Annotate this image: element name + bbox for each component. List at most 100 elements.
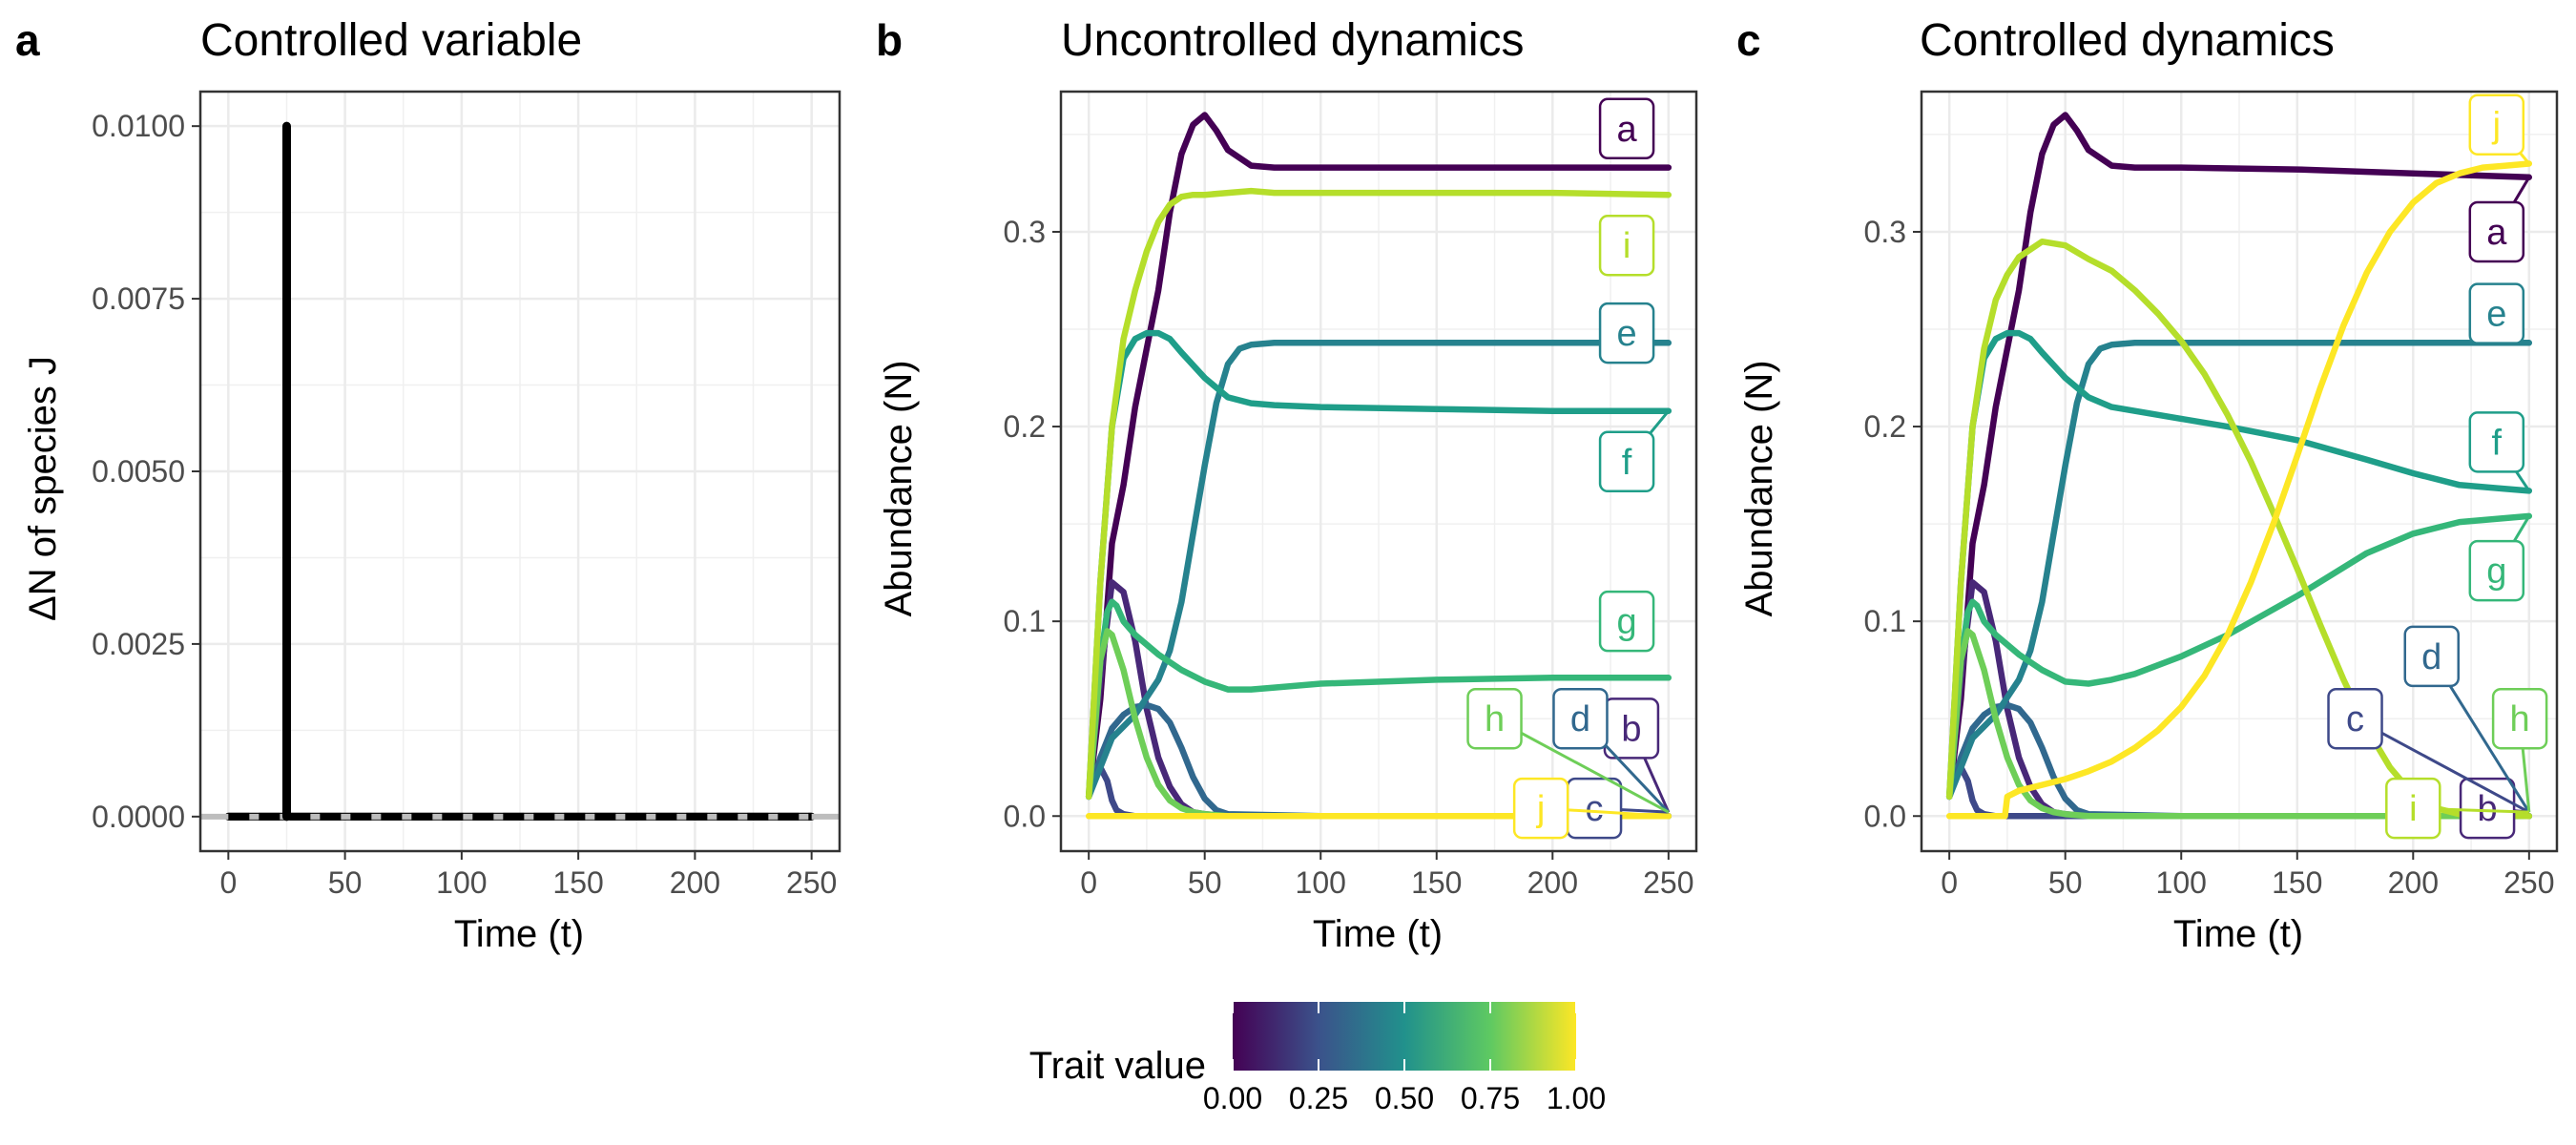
x-tick-label: 50 <box>1188 865 1222 900</box>
x-axis-title-c: Time (t) <box>2173 913 2303 955</box>
series-line-h <box>1945 628 2533 820</box>
plot-border <box>1920 90 2559 853</box>
x-tick-label: 250 <box>2503 865 2554 900</box>
plot-area-c: 0 50 100 150 200 250 0.0 0.1 0.2 0.3 a b c d e f g h i j <box>1864 90 2559 900</box>
series-label-a: a <box>1617 110 1638 150</box>
colorbar-tick-label: 0.50 <box>1375 1081 1434 1115</box>
series-label-box-i <box>2385 777 2441 840</box>
y-tick-label: 0.3 <box>1864 215 1906 249</box>
panel-title-b: Uncontrolled dynamics <box>1061 15 1525 66</box>
y-tick-label: 0.0025 <box>92 627 185 661</box>
x-tick-label: 150 <box>1411 865 1462 900</box>
y-axis-title-a: ΔN of species J <box>22 356 64 621</box>
y-tick-label: 0.2 <box>1004 409 1046 444</box>
x-tick-label: 0 <box>1941 865 1958 900</box>
x-tick-label: 50 <box>328 865 363 900</box>
panel-c: c Controlled dynamics 0 50 100 150 200 250 0.0… <box>1736 15 2559 955</box>
series-line-j <box>1945 160 2533 820</box>
series-label-box-j <box>1512 777 1569 840</box>
series-label-box-e <box>1598 302 1655 364</box>
x-tick-label: 100 <box>1296 865 1346 900</box>
series-label-a: a <box>2486 213 2507 253</box>
series-label-box-f <box>2468 411 2525 473</box>
x-tick-label: 0 <box>1080 865 1097 900</box>
panel-title-c: Controlled dynamics <box>1920 15 2335 66</box>
series-line-a <box>1085 112 1672 801</box>
panel-a: a Controlled variable 0 50 100 150 200 250 0.0… <box>15 15 841 955</box>
series-label-f: f <box>2492 423 2503 463</box>
series-label-leader-h <box>1493 717 1670 814</box>
series-line-a <box>1945 112 2533 801</box>
x-tick-label: 200 <box>1527 865 1578 900</box>
series-label-box-e <box>2468 282 2525 344</box>
series-label-i: i <box>1623 226 1631 266</box>
x-tick-label: 200 <box>2388 865 2439 900</box>
series-line-f <box>1945 329 2533 801</box>
series-label-leader-c <box>2354 717 2530 814</box>
y-axis-title-b: Abundance (N) <box>878 360 920 616</box>
series-label-box-d <box>1552 687 1609 750</box>
series-label-d: d <box>1570 699 1590 739</box>
y-tick-label: 0.0 <box>1864 799 1906 833</box>
series-label-b: b <box>2478 789 2498 829</box>
series-label-j: j <box>2492 106 2501 146</box>
series-line-e <box>1945 340 2533 801</box>
y-tick-label: 0.0050 <box>92 454 185 489</box>
series-line-e <box>1085 340 1672 801</box>
colorbar-legend: Trait value 0.00 0.25 0.50 0.75 1.00 <box>1029 1002 1606 1115</box>
colorbar-tick-label: 0.25 <box>1289 1081 1348 1115</box>
x-tick-label: 250 <box>786 865 837 900</box>
panel-letter-b: b <box>876 15 903 65</box>
series-label-f: f <box>1622 443 1632 483</box>
series-label-e: e <box>2486 295 2506 335</box>
panel-b: b Uncontrolled dynamics 0 50 100 150 200 2500… <box>876 15 1698 955</box>
series-label-box-d <box>2403 625 2460 688</box>
x-tick-label: 250 <box>1643 865 1693 900</box>
series-label-i: i <box>2409 789 2417 829</box>
colorbar-title: Trait value <box>1029 1045 1206 1087</box>
series-label-box-g <box>2468 539 2525 602</box>
x-tick-label: 150 <box>2272 865 2322 900</box>
series-label-j: j <box>1536 789 1545 829</box>
panel-title-a: Controlled variable <box>200 15 582 66</box>
y-tick-label: 0.3 <box>1004 215 1046 249</box>
y-tick-label: 0.0075 <box>92 281 185 316</box>
plot-area-a: 0 50 100 150 200 250 0.0000 0.0025 0.0050 0.0075 0… <box>92 90 841 900</box>
panel-letter-c: c <box>1736 15 1761 65</box>
series-label-box-c <box>2327 687 2383 750</box>
series-label-c: c <box>1586 789 1604 829</box>
series-label-g: g <box>2486 552 2506 592</box>
series-label-g: g <box>1617 602 1637 642</box>
plot-area-b: 0 50 100 150 200 250 0.0 0.1 0.2 0.3 a bc d e f g h i j <box>1004 90 1698 900</box>
series-label-box-f <box>1598 430 1655 493</box>
series-line-g <box>1945 512 2533 801</box>
y-tick-label: 0.0 <box>1004 799 1046 833</box>
series-label-box-a <box>1598 97 1655 160</box>
y-tick-label: 0.0100 <box>92 109 185 143</box>
x-tick-label: 50 <box>2048 865 2083 900</box>
series-label-b: b <box>1621 709 1641 749</box>
colorbar-tick-label: 0.00 <box>1203 1081 1262 1115</box>
x-axis-title-b: Time (t) <box>1313 913 1443 955</box>
series-line-g <box>1085 598 1672 801</box>
series-label-e: e <box>1617 314 1637 354</box>
plot-border <box>1059 90 1698 853</box>
colorbar-tick-label: 0.75 <box>1461 1081 1520 1115</box>
series-label-box-j <box>2468 94 2525 156</box>
x-tick-label: 0 <box>219 865 237 900</box>
colorbar-ticks: 0.00 0.25 0.50 0.75 1.00 <box>1203 1002 1606 1115</box>
series-label-h: h <box>2510 699 2530 739</box>
series-label-d: d <box>2421 637 2441 677</box>
x-tick-label: 100 <box>2156 865 2207 900</box>
series-label-box-a <box>2468 200 2525 263</box>
y-tick-label: 0.1 <box>1004 604 1046 638</box>
y-tick-label: 0.0000 <box>92 800 185 834</box>
series-line-i <box>1085 187 1672 801</box>
series-label-h: h <box>1485 699 1505 739</box>
series-label-box-b <box>2459 777 2516 840</box>
x-tick-label: 100 <box>436 865 487 900</box>
panel-letter-a: a <box>15 15 40 65</box>
series-label-c: c <box>2346 699 2364 739</box>
x-tick-label: 200 <box>670 865 720 900</box>
